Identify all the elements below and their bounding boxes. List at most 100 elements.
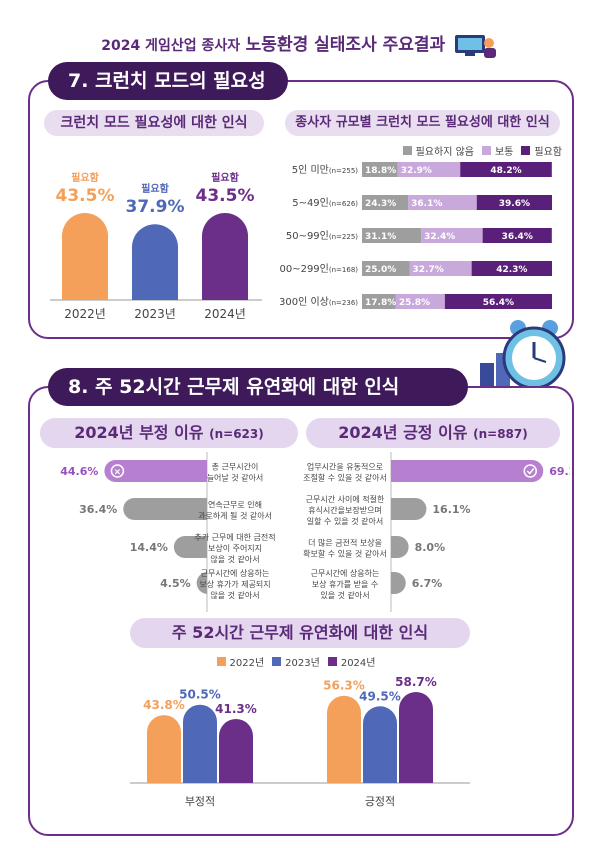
flex-bar-0-1 (183, 704, 217, 783)
pos-category-0-1: 조절할 수 있을 것 같아서 (303, 473, 387, 483)
section7-right-subtitle: 종사자 규모별 크런치 모드 필요성에 대한 인식 (285, 110, 560, 136)
category-label-4: 300인 이상(n=236) (280, 296, 358, 308)
segment-label-2-1: 32.4% (424, 232, 455, 242)
positive-reasons-title-text: 2024년 긍정 이유 (338, 423, 468, 442)
segment-label-4-2: 56.4% (483, 298, 514, 308)
category-main-2: 50~99인 (286, 230, 329, 242)
negative-reasons-n: (n=623) (209, 427, 264, 441)
pos-category-3-1: 보상 휴가를 받을 수 (312, 579, 379, 589)
neg-category-3-1: 보상 휴가가 제공되지 (199, 579, 270, 589)
alarm-clock-illustration-icon (480, 320, 566, 393)
category-n-0: (n=255) (329, 167, 358, 175)
page-header: 2024 게임산업 종사자 노동환경 실태조사 주요결과 (0, 30, 600, 59)
category-label-2: 50~99인(n=225) (286, 230, 358, 242)
neg-category-0-0: 총 근무시간이 (212, 462, 259, 472)
negative-reasons-title-text: 2024년 부정 이유 (74, 423, 204, 442)
crunch-by-company-size-chart: 5인 미만(n=255) 18.8% 32.9% 48.2% 5~49인(n=626) 2… (280, 162, 552, 309)
header-main-title: 노동환경 실태조사 주요결과 (245, 35, 446, 55)
neg-bar-0 (104, 460, 207, 482)
bar-2 (202, 213, 248, 300)
pos-category-1-2: 일할 수 있을 것 같아서 (307, 516, 383, 526)
segment-label-2-0: 31.1% (365, 232, 396, 242)
segment-2-0 (362, 228, 422, 243)
flex-value-1-1: 49.5% (359, 689, 401, 703)
segment-3-2 (471, 261, 552, 276)
flex-legend-swatch-2 (327, 657, 337, 666)
segment-1-0 (362, 195, 409, 210)
neg-value-2: 14.4% (130, 541, 168, 554)
category-n-1: (n=626) (329, 200, 358, 208)
bar-value-0: 43.5% (56, 186, 115, 206)
positive-reasons-n: (n=887) (473, 427, 528, 441)
segment-label-4-0: 17.8% (365, 298, 396, 308)
neg-category-0-1: 늘어날 것 같아서 (207, 473, 264, 483)
bar-value-1: 37.9% (126, 197, 185, 217)
pos-category-3-2: 있을 것 같아서 (320, 590, 369, 600)
pos-value-1: 16.1% (432, 503, 470, 516)
positive-reasons-title: 2024년 긍정 이유 (n=887) (306, 418, 560, 448)
segment-0-1 (397, 162, 461, 177)
flex-legend-item-0: 2022년 (216, 654, 264, 669)
segment-3-1 (409, 261, 472, 276)
neg-value-3: 4.5% (160, 577, 191, 590)
flexibility-legend: 2022년 2023년 2024년 (0, 651, 600, 670)
bar-value-2: 43.5% (196, 186, 255, 206)
flex-value-0-1: 50.5% (179, 688, 221, 702)
segment-3-0 (362, 261, 410, 276)
neg-bar-2 (173, 536, 207, 558)
flexibility-perception-title: 주 52시간 근무제 유연화에 대한 인식 (130, 618, 470, 648)
flex-legend-text-2: 2024년 (340, 658, 376, 669)
x-tick-2: 2024년 (204, 307, 246, 321)
neg-category-2-1: 보상이 주어지지 (208, 543, 262, 553)
pos-value-3: 6.7% (412, 577, 443, 590)
flexibility-perception-chart: 43.8%50.5%41.3% 부정적 56.3%49.5%58.7% 긍정적 (130, 675, 470, 808)
pos-category-1-0: 근무시간 사이에 적절한 (306, 494, 385, 504)
x-tick-0: 2022년 (64, 307, 106, 321)
bar-0 (62, 213, 108, 300)
pos-check-mark (526, 468, 535, 475)
legend-item-1: 보통 (481, 143, 514, 158)
legend-text-1: 보통 (494, 147, 514, 158)
bar-label-1: 필요함 (141, 182, 169, 195)
header-year-title: 2024 게임산업 종사자 (101, 38, 241, 54)
flex-bar-0-0 (147, 715, 181, 783)
segment-1-1 (408, 195, 477, 210)
segment-label-4-1: 25.8% (399, 298, 430, 308)
category-main-4: 300인 이상 (280, 296, 329, 308)
flex-bar-0-2 (219, 718, 253, 783)
flex-legend-swatch-1 (272, 657, 282, 666)
segment-2-1 (421, 228, 483, 243)
bar-label-0: 필요함 (71, 171, 99, 184)
segment-4-1 (395, 294, 445, 309)
segment-label-3-1: 32.7% (413, 265, 444, 275)
flex-bar-1-0 (327, 695, 361, 783)
pos-bar-0 (391, 460, 544, 482)
neg-value-1: 36.4% (79, 503, 117, 516)
segment-0-2 (460, 162, 552, 177)
flex-legend-item-2: 2024년 (327, 654, 376, 669)
flex-bar-1-2 (399, 692, 433, 783)
category-label-0: 5인 미만(n=255) (292, 164, 359, 176)
segment-label-1-2: 39.6% (499, 199, 530, 209)
flex-legend-item-1: 2023년 (272, 654, 320, 669)
pos-value-2: 8.0% (415, 541, 446, 554)
crunch-size-legend: 필요하지 않음 보통 필요함 (400, 140, 570, 159)
legend-swatch-0 (402, 146, 412, 155)
flex-x-tick-0: 부정적 (185, 795, 215, 808)
neg-value-0: 44.6% (60, 465, 98, 478)
pos-category-1-1: 휴식시간을보장받으며 (308, 505, 382, 515)
segment-label-0-0: 18.8% (365, 166, 396, 176)
neg-category-1-1: 과로하게 될 것 같아서 (198, 511, 272, 521)
crunch-necessity-chart: 필요함 43.5% 2022년 필요함 37.9% 2023년 필요함 43.5% 2024년 (50, 171, 262, 321)
segment-label-3-2: 42.3% (496, 265, 527, 275)
segment-label-0-2: 48.2% (490, 166, 521, 176)
legend-text-2: 필요함 (534, 147, 562, 158)
segment-label-0-1: 32.9% (401, 166, 432, 176)
pos-bar-2 (391, 536, 409, 558)
section8-title: 8. 주 52시간 근무제 유연화에 대한 인식 (48, 368, 468, 406)
section7-title: 7. 크런치 모드의 필요성 (48, 62, 288, 100)
pos-bar-3 (391, 572, 406, 594)
legend-text-0: 필요하지 않음 (415, 147, 474, 158)
segment-label-3-0: 25.0% (365, 265, 396, 275)
category-main-0: 5인 미만 (292, 164, 329, 176)
